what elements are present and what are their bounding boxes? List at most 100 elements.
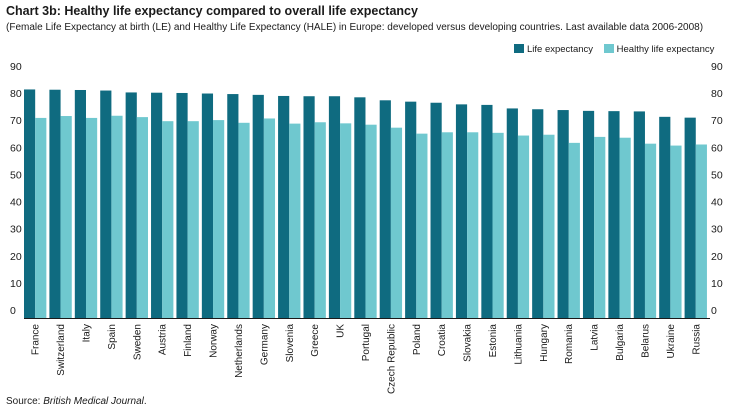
chart-subtitle: (Female Life Expectancy at birth (LE) an…: [6, 22, 704, 33]
bar-healthy-life-expectancy-estonia: [492, 132, 504, 318]
y-tick-left-10: 10: [10, 278, 22, 290]
bar-life-expectancy-norway: [201, 93, 214, 319]
legend-swatch-life-expectancy: [514, 44, 524, 53]
x-tick-estonia: Estonia: [488, 324, 499, 358]
x-tick-lithuania: Lithuania: [513, 324, 524, 365]
bar-healthy-life-expectancy-slovenia: [289, 123, 301, 318]
y-tick-right-60: 60: [711, 142, 723, 154]
x-tick-hungary: Hungary: [539, 324, 550, 362]
bar-healthy-life-expectancy-france: [35, 117, 47, 318]
y-tick-right-50: 50: [711, 169, 723, 181]
y-tick-left-80: 80: [10, 88, 22, 100]
bar-life-expectancy-czech-republic: [379, 100, 391, 318]
x-tick-poland: Poland: [412, 324, 423, 355]
bar-life-expectancy-slovenia: [278, 95, 290, 319]
bar-life-expectancy-austria: [151, 92, 163, 318]
y-tick-left-70: 70: [10, 115, 22, 127]
y-tick-left-90: 90: [10, 61, 22, 73]
y-tick-right-90: 90: [711, 61, 723, 73]
bar-healthy-life-expectancy-czech-republic: [390, 127, 403, 319]
bar-healthy-life-expectancy-lithuania: [517, 135, 530, 318]
x-tick-austria: Austria: [158, 324, 169, 356]
x-tick-czech-republic: Czech Republic: [386, 324, 397, 394]
y-tick-right-70: 70: [711, 115, 723, 127]
x-tick-spain: Spain: [107, 324, 118, 350]
bar-life-expectancy-slovakia: [455, 104, 468, 318]
bar-healthy-life-expectancy-norway: [213, 120, 225, 318]
bar-healthy-life-expectancy-slovakia: [467, 132, 479, 318]
bar-healthy-life-expectancy-hungary: [543, 134, 555, 318]
bar-life-expectancy-uk: [328, 96, 341, 318]
bar-healthy-life-expectancy-germany: [263, 118, 276, 318]
x-tick-latvia: Latvia: [590, 324, 601, 351]
source-prefix: Source:: [6, 396, 44, 407]
bar-life-expectancy-estonia: [481, 104, 493, 318]
bar-life-expectancy-italy: [74, 89, 86, 319]
bar-healthy-life-expectancy-ukraine: [670, 145, 682, 318]
x-tick-slovenia: Slovenia: [285, 324, 296, 363]
bar-life-expectancy-russia: [684, 117, 696, 318]
y-tick-right-20: 20: [711, 251, 723, 263]
bar-life-expectancy-netherlands: [227, 94, 239, 318]
source-name: British Medical Journal: [43, 396, 144, 407]
bar-life-expectancy-croatia: [430, 102, 442, 318]
legend-item-healthy-life-expectancy: Healthy life expectancy: [603, 44, 715, 55]
bar-healthy-life-expectancy-finland: [187, 121, 199, 318]
legend-item-life-expectancy: Life expectancy: [514, 44, 593, 55]
y-tick-right-30: 30: [711, 224, 723, 236]
x-tick-greece: Greece: [310, 324, 321, 357]
legend-label-healthy-life-expectancy: Healthy life expectancy: [616, 44, 715, 55]
y-tick-right-0: 0: [711, 305, 717, 317]
x-tick-switzerland: Switzerland: [56, 324, 67, 376]
legend: Life expectancy Healthy life expectancy: [514, 44, 722, 55]
x-tick-belarus: Belarus: [640, 324, 651, 358]
bar-life-expectancy-hungary: [532, 109, 544, 318]
x-tick-italy: Italy: [81, 324, 92, 342]
bar-healthy-life-expectancy-austria: [162, 121, 174, 318]
y-tick-right-40: 40: [711, 197, 723, 209]
bar-healthy-life-expectancy-italy: [85, 117, 98, 318]
bar-healthy-life-expectancy-sweden: [136, 117, 148, 319]
bar-healthy-life-expectancy-russia: [695, 144, 707, 318]
x-tick-france: France: [31, 324, 42, 356]
bar-healthy-life-expectancy-belarus: [644, 143, 657, 318]
y-tick-left-40: 40: [10, 197, 22, 209]
bar-life-expectancy-bulgaria: [608, 111, 620, 319]
source-note: Source: British Medical Journal.: [6, 396, 147, 407]
legend-swatch-healthy-life-expectancy: [603, 44, 614, 53]
x-tick-germany: Germany: [259, 324, 270, 365]
x-tick-sweden: Sweden: [132, 324, 143, 360]
chart-title: Chart 3b: Healthy life expectancy compar…: [6, 4, 418, 18]
bar-healthy-life-expectancy-portugal: [365, 124, 377, 318]
x-tick-portugal: Portugal: [361, 324, 372, 361]
bar-healthy-life-expectancy-switzerland: [60, 116, 72, 319]
bar-life-expectancy-poland: [405, 101, 417, 318]
bar-life-expectancy-france: [24, 89, 36, 318]
x-tick-netherlands: Netherlands: [234, 324, 245, 378]
bar-healthy-life-expectancy-latvia: [594, 136, 606, 318]
bar-life-expectancy-belarus: [633, 111, 645, 318]
bar-life-expectancy-ukraine: [659, 116, 671, 318]
x-tick-bulgaria: Bulgaria: [615, 324, 626, 361]
x-tick-croatia: Croatia: [437, 324, 448, 357]
x-tick-romania: Romania: [564, 324, 575, 364]
bar-healthy-life-expectancy-romania: [568, 142, 580, 318]
x-tick-slovakia: Slovakia: [463, 324, 474, 362]
bar-life-expectancy-spain: [100, 90, 112, 318]
bar-life-expectancy-germany: [252, 94, 264, 319]
y-tick-left-60: 60: [10, 142, 22, 154]
bar-life-expectancy-lithuania: [506, 108, 518, 318]
bar-healthy-life-expectancy-spain: [111, 115, 123, 318]
y-tick-left-20: 20: [10, 251, 22, 263]
x-tick-uk: UK: [336, 324, 347, 338]
y-tick-left-30: 30: [10, 224, 22, 236]
bar-healthy-life-expectancy-netherlands: [238, 122, 250, 318]
x-tick-finland: Finland: [183, 324, 194, 357]
legend-label-life-expectancy: Life expectancy: [527, 44, 594, 55]
bar-life-expectancy-finland: [176, 92, 188, 318]
bar-life-expectancy-latvia: [582, 110, 595, 318]
bar-life-expectancy-romania: [557, 110, 569, 319]
x-tick-ukraine: Ukraine: [666, 324, 677, 359]
source-suffix: .: [143, 396, 147, 407]
